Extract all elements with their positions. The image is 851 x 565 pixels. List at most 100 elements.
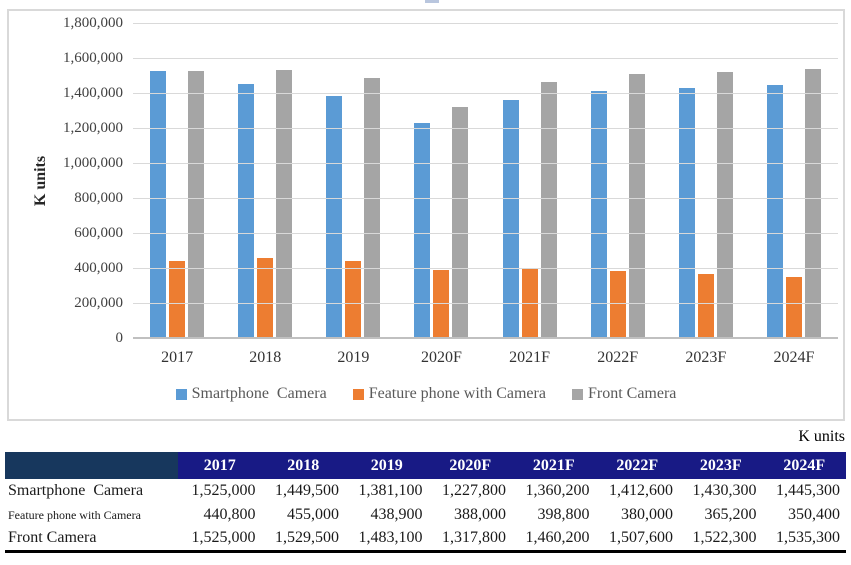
table-header-cell-2019: 2019 <box>345 452 429 479</box>
table-units-label: K units <box>798 428 845 445</box>
bar-front-camera-2024f <box>804 69 821 338</box>
shipment-data-table: 2017 2018 2019 2020F 2021F 2022F 2023F 2024F Sm… <box>5 452 846 553</box>
bar-feature-phone-with-camera-2022f <box>609 271 626 338</box>
gridline <box>133 233 838 234</box>
legend-swatch-icon <box>571 388 583 400</box>
gridline <box>133 93 838 94</box>
gridline <box>133 198 838 199</box>
table-cell-feature-phone-with-camera-2023f: 365,200 <box>704 506 757 523</box>
table-cell-front-camera-2024f: 1,535,300 <box>776 529 840 547</box>
legend-label: Feature phone with Camera <box>368 385 546 402</box>
bar-feature-phone-with-camera-2017 <box>169 261 186 338</box>
gridline <box>133 23 838 24</box>
legend-swatch-icon <box>175 388 187 400</box>
bar-group-2017 <box>133 23 221 338</box>
table-cell-feature-phone-with-camera-2024f: 350,400 <box>788 506 840 523</box>
y-axis-tick-label: 600,000 <box>74 225 123 241</box>
bar-feature-phone-with-camera-2020f <box>433 270 450 338</box>
bar-smartphone-camera-2017 <box>150 71 167 338</box>
gridline <box>133 303 838 304</box>
y-axis: 1,800,000 1,600,000 1,400,000 1,200,000 1,00… <box>9 15 123 346</box>
clipped-title-fragment <box>425 0 439 3</box>
table-cell-front-camera-2022f: 1,507,600 <box>609 529 673 547</box>
bar-groups <box>133 23 838 338</box>
table-header-empty-cell <box>5 452 178 479</box>
bar-group-2021f <box>486 23 574 338</box>
legend-item-feature-phone-with-camera: Feature phone with Camera <box>352 385 546 403</box>
table-cell-feature-phone-with-camera-2019: 438,900 <box>370 506 423 523</box>
bar-feature-phone-with-camera-2023f <box>697 274 714 338</box>
table-header-cell-2022f: 2022F <box>595 452 679 479</box>
bar-smartphone-camera-2021f <box>502 100 519 338</box>
gridline <box>133 58 838 59</box>
legend-label: Smartphone Camera <box>191 385 327 402</box>
table-header-cell-2021f: 2021F <box>512 452 596 479</box>
table-header-cell-2024f: 2024F <box>762 452 846 479</box>
gridline <box>133 163 838 164</box>
bar-smartphone-camera-2022f <box>590 91 607 338</box>
table-header-row: 2017 2018 2019 2020F 2021F 2022F 2023F 2024F <box>5 452 846 479</box>
x-axis-tick-label: 2024F <box>773 349 815 366</box>
row-label: Front Camera <box>8 529 97 547</box>
x-axis-tick-label: 2023F <box>685 349 727 366</box>
x-axis-tick-label: 2017 <box>161 349 194 366</box>
y-axis-tick-label: 1,600,000 <box>63 50 123 66</box>
table-cell-feature-phone-with-camera-2021f: 398,800 <box>537 506 590 523</box>
x-axis-tick-label: 2022F <box>597 349 639 366</box>
table-row-feature-phone-with-camera: Feature phone with Camera 440,800 455,000 4… <box>5 503 846 527</box>
bar-group-2020f <box>397 23 485 338</box>
table-row-smartphone-camera: Smartphone Camera 1,525,000 1,449,500 1,381… <box>5 479 846 503</box>
camera-shipment-bar-chart: K units 1,800,000 1,600,000 1,400,000 1,200… <box>7 9 845 421</box>
chart-legend: Smartphone Camera Feature phone with Came… <box>9 385 843 403</box>
table-cell-front-camera-2023f: 1,522,300 <box>692 529 757 547</box>
gridline <box>133 128 838 129</box>
bar-group-2023f <box>662 23 750 338</box>
y-axis-tick-label: 200,000 <box>74 295 123 311</box>
legend-item-front-camera: Front Camera <box>571 385 677 403</box>
table-header-cell-2023f: 2023F <box>679 452 763 479</box>
table-cell-smartphone-camera-2019: 1,381,100 <box>358 482 423 499</box>
table-cell-smartphone-camera-2024f: 1,445,300 <box>776 482 840 499</box>
bar-smartphone-camera-2019 <box>326 96 343 338</box>
bar-group-2022f <box>574 23 662 338</box>
bar-front-camera-2021f <box>540 82 557 338</box>
bar-smartphone-camera-2024f <box>766 85 783 338</box>
bar-smartphone-camera-2018 <box>238 84 255 338</box>
legend-label: Front Camera <box>587 385 677 402</box>
y-axis-tick-label: 1,400,000 <box>63 85 123 101</box>
table-header-cell-2017: 2017 <box>178 452 262 479</box>
y-axis-tick-label: 800,000 <box>74 190 123 206</box>
bar-front-camera-2020f <box>452 107 469 338</box>
bar-group-2019 <box>309 23 397 338</box>
x-axis-tick-label: 2019 <box>337 349 370 366</box>
y-axis-tick-label: 1,200,000 <box>63 120 123 136</box>
table-cell-feature-phone-with-camera-2018: 455,000 <box>287 506 339 523</box>
bar-smartphone-camera-2023f <box>678 88 695 338</box>
table-row-front-camera: Front Camera 1,525,000 1,529,500 1,483,100 1… <box>5 527 846 551</box>
bar-feature-phone-with-camera-2024f <box>785 277 802 338</box>
bar-front-camera-2023f <box>716 72 733 338</box>
bar-front-camera-2022f <box>628 74 645 338</box>
table-header-cell-2020f: 2020F <box>428 452 512 479</box>
table-cell-feature-phone-with-camera-2017: 440,800 <box>203 506 256 523</box>
x-axis-tick-label: 2018 <box>249 349 282 366</box>
row-label: Smartphone Camera <box>8 482 144 499</box>
row-label: Feature phone with Camera <box>8 507 141 522</box>
table-cell-feature-phone-with-camera-2022f: 380,000 <box>621 506 673 523</box>
table-cell-front-camera-2020f: 1,317,800 <box>442 529 506 547</box>
x-axis-line <box>133 337 838 339</box>
table-cell-front-camera-2017: 1,525,000 <box>191 529 256 547</box>
bar-smartphone-camera-2020f <box>414 123 431 338</box>
table-header-cell-2018: 2018 <box>261 452 345 479</box>
x-axis: 2017 2018 2019 2020F 2021F 2022F 2023F 2024F <box>133 340 838 367</box>
table-cell-front-camera-2019: 1,483,100 <box>358 529 423 547</box>
y-axis-tick-label: 400,000 <box>74 260 123 276</box>
bar-feature-phone-with-camera-2019 <box>345 261 362 338</box>
table-cell-smartphone-camera-2023f: 1,430,300 <box>692 482 757 499</box>
bar-group-2024f <box>750 23 838 338</box>
table-cell-front-camera-2018: 1,529,500 <box>275 529 339 547</box>
y-axis-tick-label: 1,000,000 <box>63 155 123 171</box>
y-axis-tick-label: 0 <box>115 330 124 346</box>
table-cell-smartphone-camera-2022f: 1,412,600 <box>609 482 673 499</box>
y-axis-tick-label: 1,800,000 <box>63 15 123 31</box>
